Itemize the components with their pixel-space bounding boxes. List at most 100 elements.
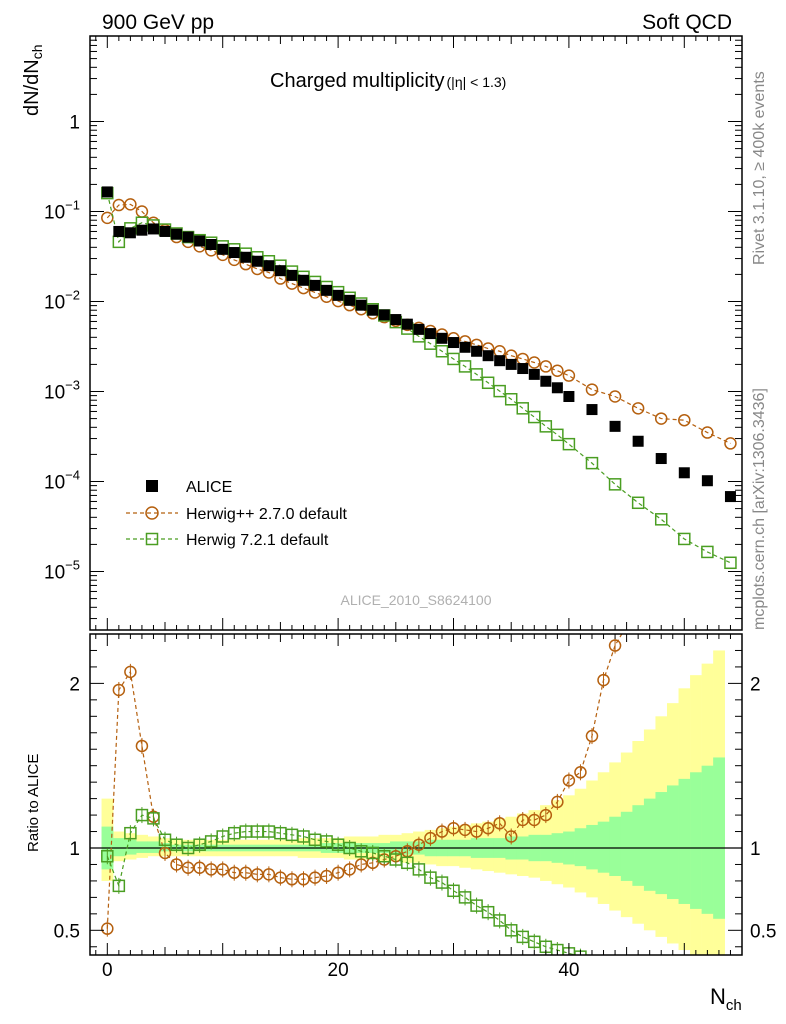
alice-point	[471, 345, 483, 357]
alice-point	[448, 337, 460, 349]
herwigpp-point	[551, 364, 564, 378]
main-y-tick-label-exponent: −2	[65, 288, 80, 303]
herwigpp-point	[539, 360, 553, 373]
alice-point	[390, 314, 402, 326]
herwigpp-point	[562, 369, 576, 382]
rivet-version-label: Rivet 3.1.10, ≥ 400k events	[751, 71, 768, 265]
main-y-tick-label-exponent: −4	[65, 468, 80, 483]
alice-point	[459, 341, 471, 353]
herwig7-point	[493, 384, 506, 398]
herwig7-point	[470, 368, 483, 381]
herwig7-ratio-point	[435, 876, 449, 889]
herwigpp-ratio-point	[447, 821, 460, 835]
ratio-band-green-bin	[136, 841, 148, 853]
main-series-group	[101, 186, 737, 570]
x-axis-label: Nch	[710, 984, 742, 1014]
herwigpp-ratio-point	[562, 774, 576, 787]
alice-point	[228, 247, 240, 259]
herwig7-point	[504, 393, 518, 406]
main-y-axis-label-text: dN/dN	[21, 59, 43, 116]
herwig7-point	[481, 376, 495, 390]
alice-point	[274, 265, 286, 277]
herwigpp-ratio-point	[320, 869, 333, 883]
alice-point	[586, 404, 598, 416]
alice-point	[367, 304, 379, 316]
alice-point	[297, 274, 309, 286]
alice-point	[344, 294, 356, 306]
ratio-band-green-bin	[701, 765, 714, 914]
herwigpp-ratio-point	[435, 825, 449, 838]
header-left-label: 900 GeV pp	[102, 11, 214, 34]
herwig7-line	[106, 192, 731, 564]
alice-point	[217, 243, 229, 255]
herwigpp-ratio-point	[504, 830, 518, 843]
herwigpp-ratio-point	[493, 817, 506, 830]
alice-point	[194, 235, 206, 247]
herwig7-ratio-point	[470, 899, 483, 912]
mcplots-credit-label: mcplots.cern.ch [arXiv:1306.3436]	[751, 388, 768, 630]
alice-point	[171, 228, 183, 240]
main-y-tick-label-base: 10	[44, 563, 65, 584]
herwigpp-ratio-point	[274, 871, 287, 884]
alice-point	[251, 255, 263, 267]
herwigpp-ratio-point	[308, 871, 322, 884]
herwig7-ratio-point	[504, 924, 518, 937]
alice-point	[378, 309, 390, 321]
alice-point	[147, 223, 159, 235]
x-axis-label-text: N	[710, 984, 726, 1009]
ratio-y-tick-label-left: 1	[69, 839, 80, 860]
main-y-tick-label-exponent: −1	[65, 198, 80, 213]
herwigpp-ratio-point	[597, 673, 610, 687]
main-y-tick-label-base: 10	[44, 203, 65, 224]
herwig7-point	[585, 456, 599, 470]
legend-entry-herwig7: Herwig 7.2.1 default	[126, 532, 329, 549]
main-y-tick-label-base: 10	[44, 383, 65, 404]
herwigpp-ratio-point	[262, 868, 276, 881]
herwig7-point	[701, 545, 714, 559]
ratio-panel-frame	[89, 633, 743, 956]
herwigpp-point	[516, 352, 529, 366]
main-y-tick-label-exponent: −3	[65, 378, 80, 393]
herwigpp-ratio-point	[216, 863, 229, 876]
alice-point	[182, 231, 194, 243]
herwigpp-point	[101, 211, 114, 225]
herwigpp-ratio-point	[528, 813, 541, 827]
herwigpp-ratio-point	[412, 838, 426, 851]
alice-point	[136, 224, 148, 236]
main-y-tick-label: 10−1	[44, 198, 80, 224]
main-y-axis-label: dN/dNch	[21, 45, 45, 117]
alice-point	[286, 269, 298, 281]
herwig7-ratio-point	[412, 863, 426, 876]
ratio-band-green-bin	[586, 824, 599, 870]
herwig7-point	[516, 402, 529, 415]
ratio-band-green-bin	[655, 792, 668, 895]
alice-point	[505, 358, 517, 370]
herwigpp-ratio-point	[331, 866, 345, 879]
alice-point	[332, 289, 344, 301]
ratio-band-green-bin	[124, 839, 137, 855]
herwigpp-ratio-point	[239, 866, 253, 879]
ratio-band-green-bin	[574, 828, 587, 867]
legend-alice-label: ALICE	[186, 479, 232, 496]
herwig7-point	[678, 532, 691, 546]
alice-point	[632, 435, 644, 447]
alice-point	[678, 467, 690, 479]
alice-point	[655, 453, 667, 465]
legend-entry-alice: ALICE	[146, 479, 232, 496]
ratio-band-green-bin	[690, 772, 702, 909]
herwigpp-point	[585, 383, 599, 396]
legend-herwig7-marker	[145, 532, 159, 546]
herwigpp-point	[724, 437, 737, 450]
herwigpp-point	[654, 412, 668, 425]
alice-point	[528, 368, 540, 380]
legend-entry-herwigpp: Herwig++ 2.7.0 default	[126, 506, 348, 523]
ratio-y-tick-label-left: 0.5	[54, 921, 80, 942]
alice-point	[494, 355, 506, 367]
herwig7-point	[654, 513, 668, 526]
alice-point	[205, 238, 217, 250]
herwigpp-ratio-point	[112, 683, 126, 697]
alice-point	[436, 332, 448, 344]
main-y-tick-label: 1	[69, 113, 80, 134]
x-tick-label: 40	[558, 960, 579, 981]
herwigpp-point	[631, 402, 645, 415]
